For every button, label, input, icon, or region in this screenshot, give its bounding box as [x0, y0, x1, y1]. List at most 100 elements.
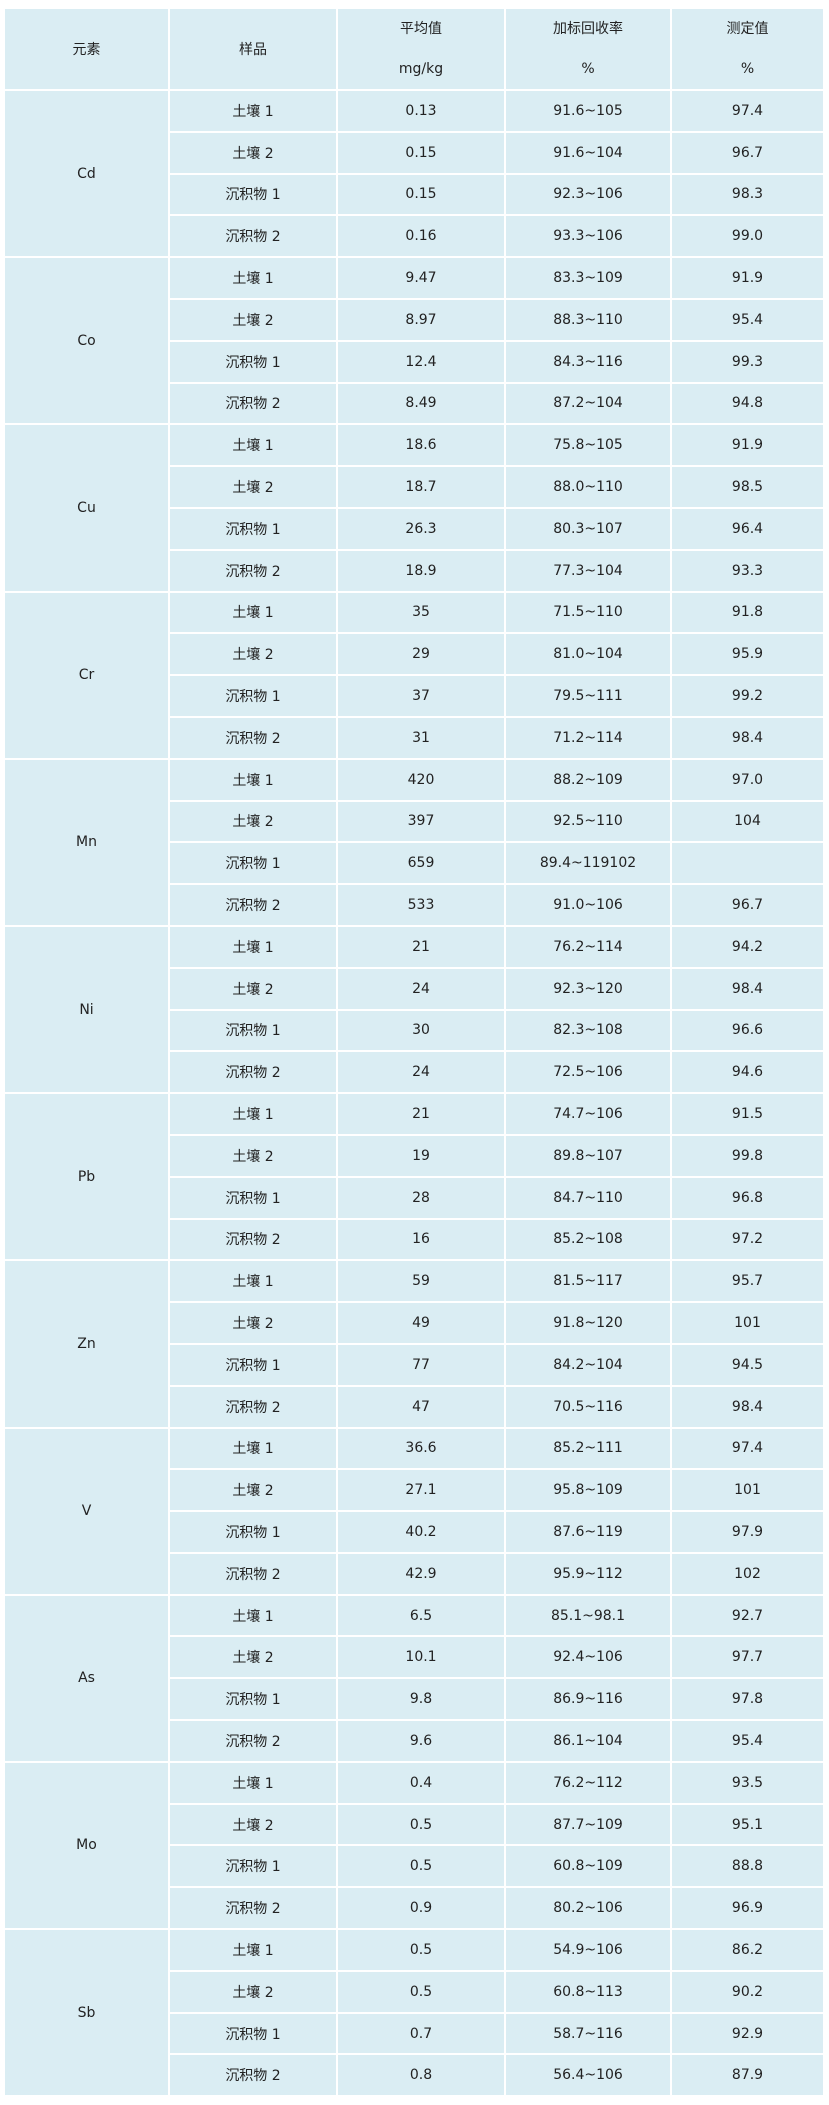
sample-cell: 土壤 2 [168, 1802, 338, 1847]
sample-cell: 土壤 1 [168, 1426, 338, 1471]
mean-cell: 18.9 [336, 548, 506, 593]
table-row: 土壤 2 0.5 60.8~113 90.2 [4, 1969, 825, 2014]
mean-cell: 533 [336, 883, 506, 927]
mean-cell: 6.5 [336, 1593, 506, 1638]
table-row: 沉积物 1 9.8 86.9~116 97.8 [4, 1677, 825, 1722]
measured-cell: 99.3 [670, 339, 825, 384]
sample-cell: 土壤 2 [168, 465, 338, 509]
mean-cell: 40.2 [336, 1510, 506, 1554]
recovery-cell: 88.2~109 [504, 757, 672, 802]
mean-cell: 0.8 [336, 2053, 506, 2098]
mean-cell: 77 [336, 1342, 506, 1387]
recovery-cell: 82.3~108 [504, 1008, 672, 1053]
sample-cell: 沉积物 1 [168, 1175, 338, 1220]
recovery-cell: 91.6~105 [504, 89, 672, 133]
mean-cell: 0.5 [336, 1969, 506, 2014]
header-mean-unit: mg/kg [398, 61, 444, 77]
recovery-cell: 84.7~110 [504, 1175, 672, 1220]
table-row: 沉积物 2 8.49 87.2~104 94.8 [4, 381, 825, 426]
mean-cell: 659 [336, 841, 506, 886]
mean-cell: 9.8 [336, 1677, 506, 1722]
header-measured-label: 测定值 [726, 21, 769, 37]
measured-cell: 94.8 [670, 381, 825, 426]
sample-cell: 沉积物 2 [168, 2053, 338, 2098]
measured-cell: 95.4 [670, 297, 825, 342]
sample-cell: 土壤 1 [168, 1928, 338, 1972]
recovery-cell: 54.9~106 [504, 1928, 672, 1972]
table-row: 沉积物 1 26.3 80.3~107 96.4 [4, 506, 825, 551]
recovery-cell: 84.2~104 [504, 1342, 672, 1387]
recovery-cell: 95.8~109 [504, 1468, 672, 1513]
recovery-cell: 83.3~109 [504, 256, 672, 300]
table-row: Zn 土壤 1 59 81.5~117 95.7 [3, 1259, 825, 1429]
mean-cell: 30 [336, 1008, 506, 1053]
mean-cell: 420 [336, 757, 506, 802]
measured-cell: 92.9 [670, 2011, 825, 2056]
table-row: 土壤 2 8.97 88.3~110 95.4 [4, 297, 825, 342]
sample-cell: 土壤 2 [168, 632, 338, 677]
measured-cell: 98.4 [670, 966, 825, 1011]
recovery-cell: 88.0~110 [504, 465, 672, 509]
recovery-cell: 80.2~106 [504, 1886, 672, 1931]
recovery-cell: 87.6~119 [504, 1510, 672, 1554]
sample-cell: 沉积物 1 [168, 172, 338, 217]
table-row: 土壤 2 397 92.5~110 104 [4, 799, 825, 844]
sample-cell: 沉积物 2 [168, 1719, 338, 1763]
recovery-cell: 81.0~104 [504, 632, 672, 677]
recovery-cell: 91.0~106 [504, 883, 672, 927]
sample-cell: 沉积物 1 [168, 674, 338, 718]
measured-cell: 96.6 [670, 1008, 825, 1053]
table-row: 沉积物 2 24 72.5~106 94.6 [4, 1050, 825, 1095]
table-row: 沉积物 2 18.9 77.3~104 93.3 [4, 548, 825, 593]
sample-cell: 沉积物 2 [168, 548, 338, 593]
measured-cell: 97.4 [670, 89, 825, 133]
mean-cell: 35 [336, 590, 506, 635]
recovery-cell: 77.3~104 [504, 548, 672, 593]
measured-cell: 91.9 [670, 256, 825, 300]
measured-cell: 96.9 [670, 1886, 825, 1931]
mean-cell: 8.97 [336, 297, 506, 342]
element-cell: V [3, 1426, 170, 1596]
sample-cell: 土壤 2 [168, 1468, 338, 1513]
sample-cell: 土壤 2 [168, 297, 338, 342]
header-recovery-label: 加标回收率 [553, 21, 623, 37]
sample-cell: 沉积物 1 [168, 841, 338, 886]
header-recovery-unit: % [581, 61, 595, 77]
recovery-cell: 92.4~106 [504, 1635, 672, 1680]
mean-cell: 59 [336, 1259, 506, 1304]
recovery-cell: 74.7~106 [504, 1092, 672, 1136]
measured-cell: 102 [670, 1551, 825, 1596]
mean-cell: 21 [336, 1092, 506, 1136]
sample-cell: 沉积物 2 [168, 381, 338, 426]
sample-cell: 沉积物 2 [168, 1050, 338, 1095]
table-row: 沉积物 1 0.7 58.7~116 92.9 [4, 2011, 825, 2056]
table-row: 土壤 2 0.5 87.7~109 95.1 [4, 1802, 825, 1847]
mean-cell: 9.47 [336, 256, 506, 300]
recovery-cell: 92.3~106 [504, 172, 672, 217]
mean-cell: 0.16 [336, 214, 506, 259]
measured-cell: 101 [670, 1301, 825, 1345]
measured-cell: 86.2 [670, 1928, 825, 1972]
table-row: 沉积物 2 0.8 56.4~106 87.9 [4, 2053, 825, 2098]
recovery-cell: 85.2~111 [504, 1426, 672, 1471]
mean-cell: 0.5 [336, 1844, 506, 1889]
measured-cell: 94.2 [670, 924, 825, 969]
recovery-cell: 60.8~109 [504, 1844, 672, 1889]
element-cell: Mn [3, 757, 170, 927]
measured-cell: 101 [670, 1468, 825, 1513]
measured-cell: 98.3 [670, 172, 825, 217]
table-row: 土壤 2 10.1 92.4~106 97.7 [4, 1635, 825, 1680]
mean-cell: 21 [336, 924, 506, 969]
table-row: 土壤 2 27.1 95.8~109 101 [4, 1468, 825, 1513]
mean-cell: 24 [336, 966, 506, 1011]
sample-cell: 沉积物 2 [168, 715, 338, 760]
table-row: 土壤 2 24 92.3~120 98.4 [4, 966, 825, 1011]
measured-cell: 92.7 [670, 1593, 825, 1638]
mean-cell: 0.4 [336, 1760, 506, 1805]
recovery-cell: 76.2~112 [504, 1760, 672, 1805]
measured-cell: 96.7 [670, 130, 825, 175]
recovery-cell: 87.2~104 [504, 381, 672, 426]
recovery-cell: 85.2~108 [504, 1217, 672, 1262]
table-row: Pb 土壤 1 21 74.7~106 91.5 [3, 1092, 825, 1262]
header-sample: 样品 [168, 7, 338, 91]
